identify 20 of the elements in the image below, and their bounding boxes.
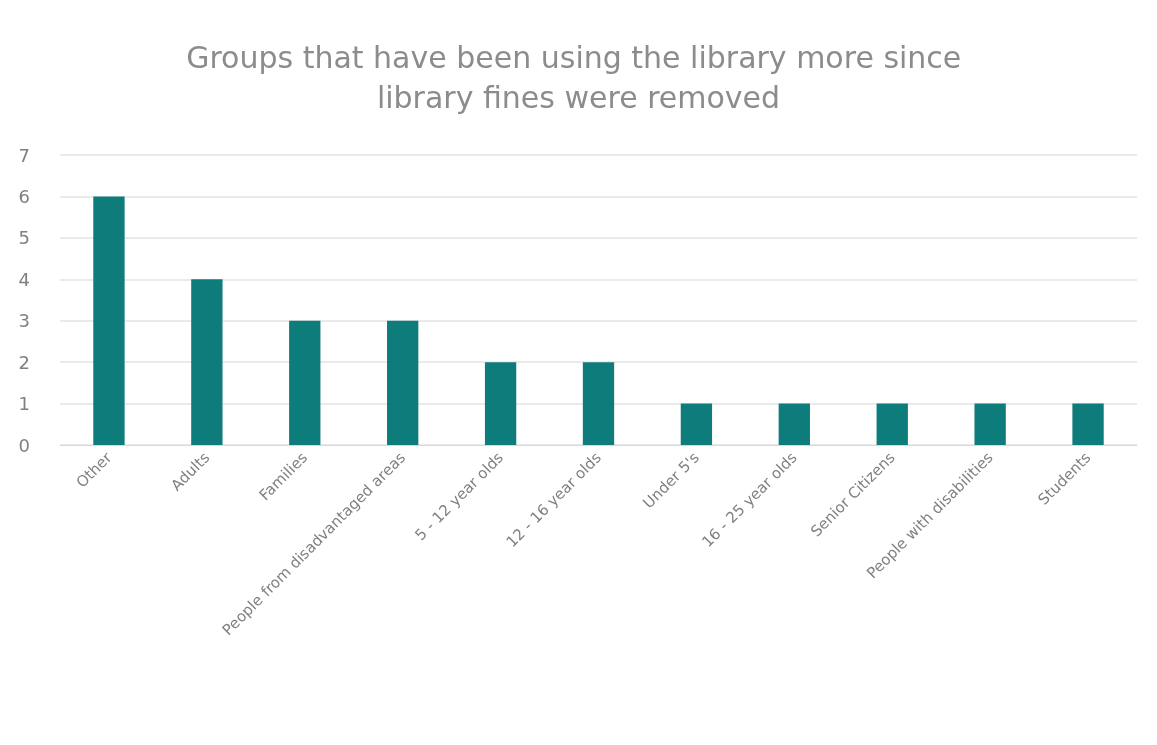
y-tick-label: 1 [18, 393, 30, 415]
bar [1072, 403, 1104, 445]
bar [387, 320, 419, 445]
bar [974, 403, 1006, 445]
bar [191, 279, 223, 445]
bar [582, 362, 615, 445]
y-tick-label: 4 [18, 268, 30, 290]
y-tick-label: 0 [18, 434, 30, 456]
y-tick-label: 7 [18, 144, 30, 166]
bar [93, 196, 125, 445]
y-tick-label: 2 [18, 351, 30, 373]
y-tick-label: 5 [18, 227, 30, 249]
bar [289, 320, 321, 445]
chart-title: Groups that have been using the library more since library fines were removed [186, 39, 971, 115]
y-tick-label: 3 [18, 310, 30, 332]
bar [484, 362, 517, 445]
bar [876, 403, 908, 445]
bar [680, 403, 713, 445]
bar [778, 403, 810, 445]
y-tick-label: 6 [18, 185, 30, 207]
